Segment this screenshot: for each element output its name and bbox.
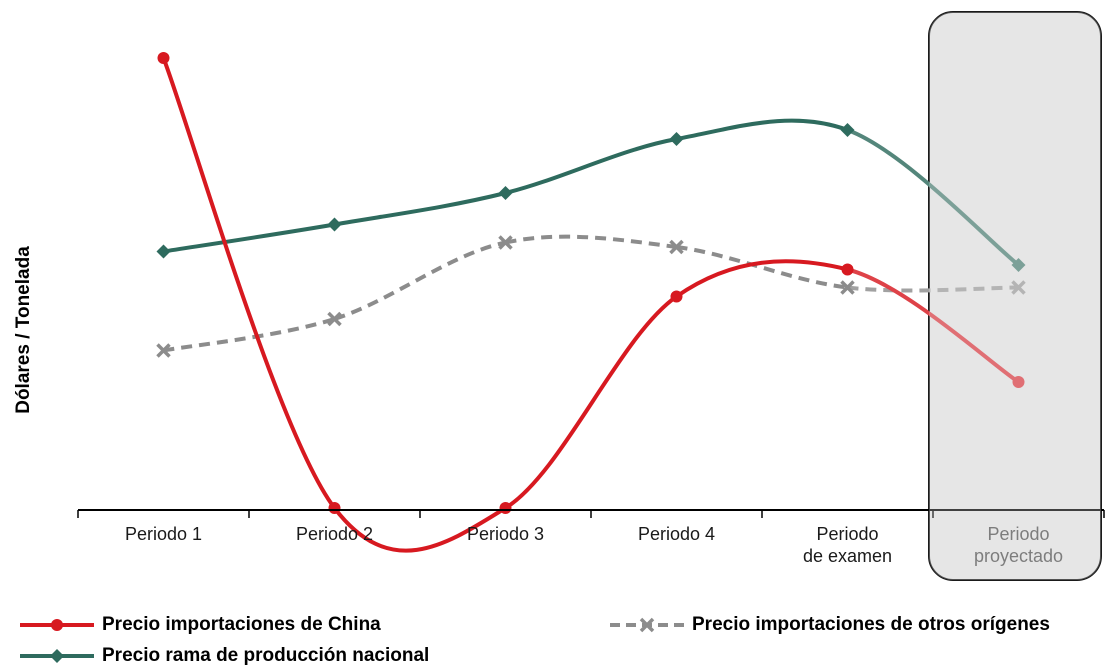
series-segment	[503, 294, 679, 510]
data-point	[499, 502, 512, 514]
series-segment	[674, 259, 850, 299]
data-point	[1012, 376, 1025, 388]
series-segment	[845, 267, 1021, 384]
x-tick-label: Periodo 2	[296, 524, 373, 544]
data-point	[841, 263, 854, 276]
data-point	[157, 52, 170, 64]
data-point	[156, 244, 171, 259]
x-tick-label: Periodo 1	[125, 524, 202, 544]
series-lines	[156, 52, 1026, 553]
series-precio-importaciones-de-china	[157, 52, 1025, 553]
series-segment	[674, 118, 850, 141]
data-point	[498, 235, 513, 250]
series-precio-importaciones-de-otros-origenes	[156, 234, 1026, 358]
series-segment	[161, 56, 337, 510]
data-point	[327, 311, 342, 327]
series-segment	[333, 240, 506, 321]
series-segment	[505, 234, 677, 249]
legend-label-china: Precio importaciones de China	[102, 614, 381, 635]
y-axis-label: Dólares / Tonelada	[13, 246, 34, 414]
data-point	[840, 123, 855, 137]
x-tick-label-line: proyectado	[974, 546, 1063, 566]
data-point	[328, 502, 341, 514]
data-point	[670, 290, 683, 303]
legend-item-otros: Precio importaciones de otros orígenes	[608, 614, 1050, 636]
series-segment	[332, 191, 508, 227]
legend-swatch-otros	[610, 617, 684, 633]
x-tick-label-line: Periodo	[816, 524, 878, 544]
series-segment	[845, 128, 1021, 267]
series-segment	[161, 222, 337, 254]
legend-swatch-china	[20, 619, 94, 631]
legend-item-nacional: Precio rama de producción nacional	[18, 645, 429, 667]
data-point	[840, 280, 855, 295]
projection-box	[928, 11, 1102, 581]
x-tick-label: Periodo de examen	[803, 524, 892, 566]
legend-label-nacional: Precio rama de producción nacional	[102, 645, 430, 666]
series-precio-rama-de-produccion-nacional	[156, 118, 1026, 272]
legend-item-china: Precio importaciones de China	[18, 614, 381, 636]
data-point	[327, 217, 342, 232]
legend-label-otros: Precio importaciones de otros orígenes	[692, 614, 1050, 635]
x-tick-label-line: Periodo 2	[296, 524, 373, 544]
x-tick-label-line: Periodo	[987, 524, 1049, 544]
series-segment	[676, 245, 848, 290]
x-axis-ticks	[77, 510, 1105, 518]
x-tick-label: Periodo proyectado	[974, 524, 1063, 566]
data-point	[156, 343, 171, 358]
x-tick-label-line: Periodo 4	[638, 524, 715, 544]
x-tick-label-line: Periodo 1	[125, 524, 202, 544]
series-segment	[332, 506, 508, 553]
series-segment	[163, 317, 336, 353]
projection-overlay	[929, 12, 1101, 580]
x-axis-labels: Periodo 1 Periodo 2 Periodo 3 Periodo 4 Peri…	[125, 524, 1063, 566]
series-segment	[503, 137, 679, 195]
x-tick-label-line: de examen	[803, 546, 892, 566]
x-tick-label: Periodo 4	[638, 524, 715, 544]
data-point	[498, 186, 513, 200]
series-segment	[847, 285, 1019, 293]
legend-swatch-nacional	[20, 649, 94, 663]
x-tick-label-line: Periodo 3	[467, 524, 544, 544]
data-point	[1011, 280, 1026, 295]
data-point	[669, 132, 684, 146]
data-point	[669, 239, 684, 255]
data-point	[1011, 258, 1026, 272]
x-tick-label: Periodo 3	[467, 524, 544, 544]
